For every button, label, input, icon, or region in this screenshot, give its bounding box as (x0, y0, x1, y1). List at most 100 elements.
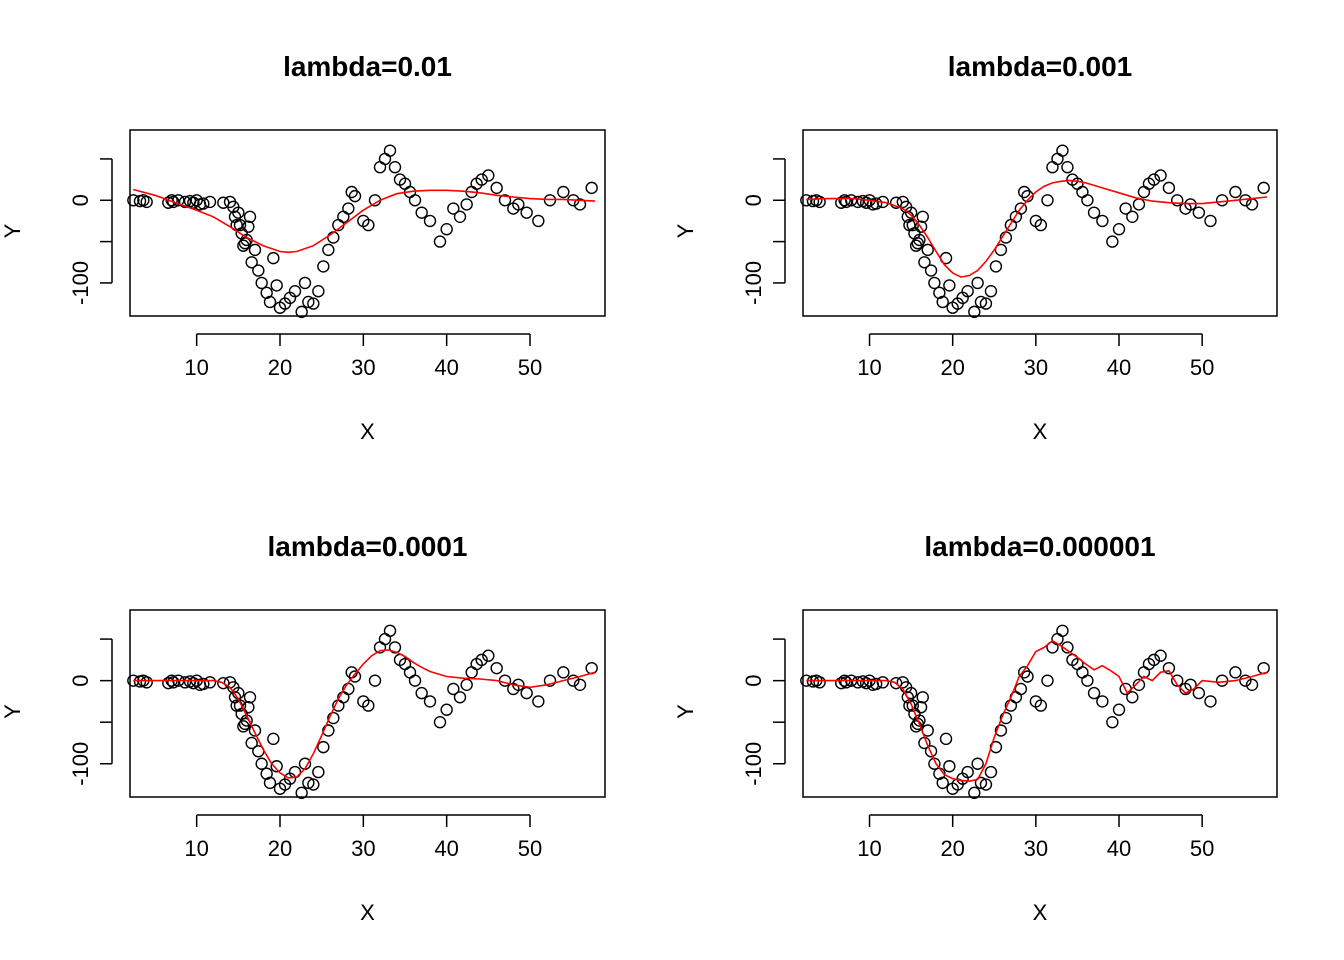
data-point (243, 691, 257, 704)
data-point (307, 297, 320, 310)
data-point (172, 194, 185, 207)
data-point (904, 206, 918, 219)
y-axis: -100 0 (741, 158, 786, 305)
data-point (851, 676, 865, 689)
data-point (1162, 181, 1176, 195)
data-point (197, 197, 210, 210)
data-point (1056, 144, 1069, 157)
data-point (813, 195, 826, 209)
x-axis-label: X (1033, 419, 1048, 444)
data-point (1154, 169, 1167, 182)
data-point (994, 724, 1008, 737)
data-point (520, 686, 533, 700)
data-point (127, 194, 140, 207)
y-tick-label: 0 (68, 675, 93, 687)
data-point (573, 198, 587, 211)
data-point (851, 195, 865, 209)
data-point (388, 160, 402, 174)
data-point (1106, 235, 1119, 248)
data-point (453, 210, 467, 224)
data-point (482, 169, 495, 182)
data-point (490, 181, 503, 195)
y-tick-label: -100 (68, 742, 93, 786)
data-point (984, 765, 998, 779)
x-tick-label: 40 (434, 355, 458, 380)
data-point (1147, 173, 1161, 186)
fit-curve (806, 639, 1268, 783)
plot-frame (802, 609, 1278, 798)
data-point (255, 276, 268, 290)
data-point (388, 641, 402, 654)
data-point (1051, 152, 1064, 166)
data-point (415, 686, 428, 700)
data-point (936, 776, 949, 790)
x-tick-label: 40 (434, 836, 458, 861)
data-point (232, 206, 245, 219)
data-point (298, 276, 312, 290)
x-tick-label: 30 (351, 836, 375, 861)
data-point (237, 720, 250, 733)
data-point (178, 195, 192, 209)
x-axis: 10 20 30 40 50 (857, 333, 1214, 380)
data-point (322, 724, 335, 737)
data-point (1257, 181, 1270, 195)
x-tick-label: 50 (1190, 836, 1214, 861)
data-point (860, 196, 873, 209)
data-point (348, 670, 362, 683)
data-point (532, 695, 545, 708)
data-point (1229, 666, 1242, 679)
data-point (532, 214, 545, 228)
data-point (989, 260, 1003, 273)
data-point (178, 676, 192, 689)
plot-frame (802, 129, 1278, 317)
data-point (1076, 185, 1089, 199)
data-point (1081, 674, 1094, 687)
x-axis: 10 20 30 40 50 (184, 814, 542, 861)
data-point (1034, 218, 1048, 232)
data-point (267, 251, 280, 265)
data-point (288, 285, 302, 298)
data-point (1081, 194, 1094, 207)
data-point (475, 653, 488, 667)
data-point (984, 285, 998, 298)
x-tick-label: 10 (857, 355, 881, 380)
x-tick-label: 20 (268, 355, 292, 380)
data-point (295, 786, 308, 800)
data-point (1017, 666, 1031, 679)
data-point (1041, 194, 1054, 207)
y-axis: -100 0 (741, 638, 786, 786)
data-point (1119, 202, 1132, 215)
fit-curve (133, 188, 596, 254)
data-point (1021, 189, 1034, 203)
data-point (373, 160, 387, 174)
data-point (433, 235, 447, 248)
data-point (1229, 185, 1242, 199)
data-point (233, 699, 247, 712)
data-point (838, 194, 851, 207)
data-point (383, 624, 397, 637)
data-point (312, 285, 325, 298)
data-point (906, 218, 919, 232)
fit-curve (133, 649, 596, 779)
data-point (1132, 678, 1146, 691)
data-point (465, 666, 478, 679)
panel-3: lambda=0.0001 10 20 30 40 50 -100 0 X Y (0, 531, 606, 925)
fit-curve (806, 179, 1268, 278)
data-point (248, 724, 262, 737)
plot-frame (129, 129, 606, 317)
data-point (1112, 222, 1126, 236)
x-axis: 10 20 30 40 50 (857, 814, 1214, 861)
data-point (1021, 670, 1034, 683)
data-point (1192, 686, 1206, 700)
data-point (936, 295, 949, 309)
x-axis-label: X (1033, 900, 1048, 925)
x-tick-label: 10 (857, 836, 881, 861)
data-point (1257, 661, 1270, 675)
data-point (1239, 674, 1252, 687)
data-point (433, 716, 447, 729)
data-point (342, 202, 355, 215)
data-point (961, 285, 974, 298)
x-tick-label: 50 (1190, 355, 1214, 380)
y-tick-label: 0 (741, 675, 766, 687)
data-point (543, 674, 557, 687)
